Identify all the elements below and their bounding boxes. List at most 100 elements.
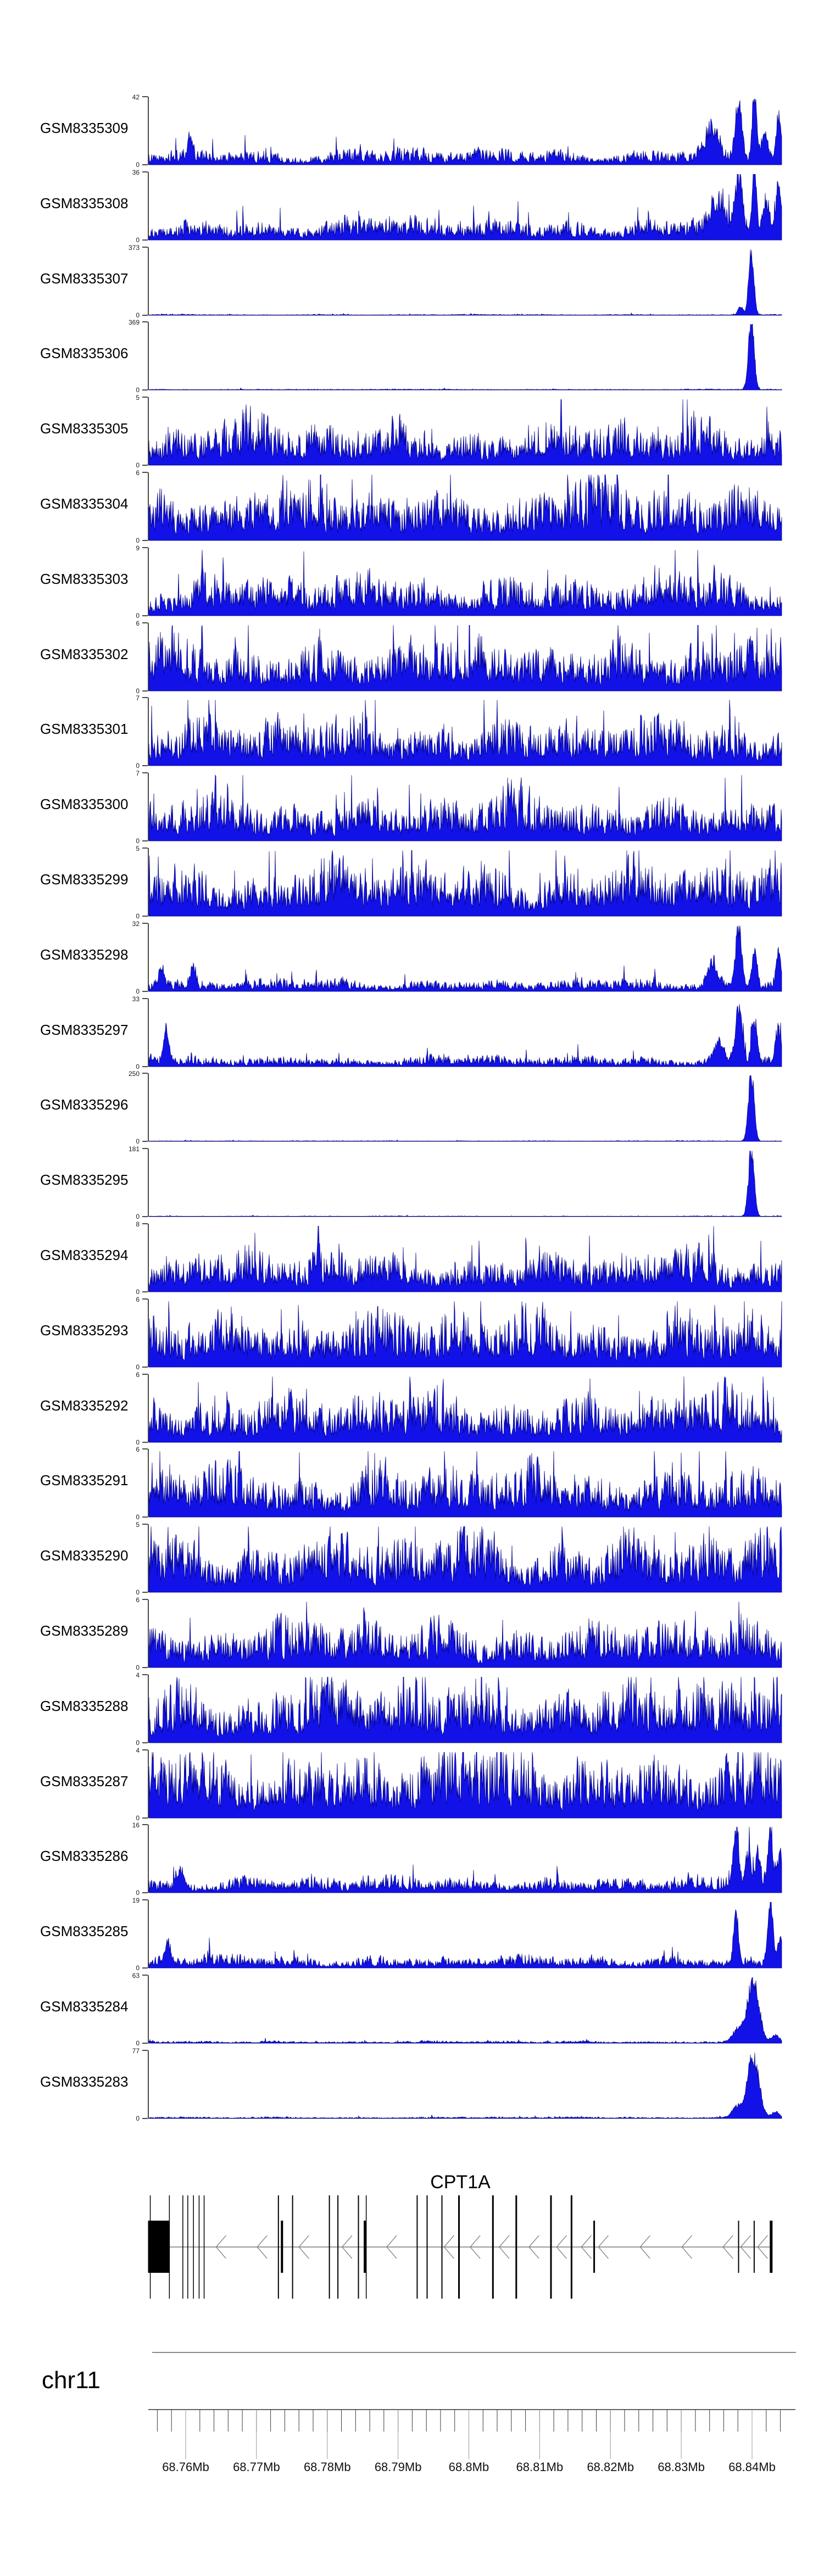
track-signal-area <box>148 174 782 241</box>
track-label: GSM8335294 <box>40 1247 129 1263</box>
axis-tick-label: 68.83Mb <box>658 2460 705 2474</box>
gene-exon <box>337 2195 339 2299</box>
track-label: GSM8335297 <box>40 1022 129 1038</box>
track-label: GSM8335291 <box>40 1472 129 1488</box>
track-ymax-label: 373 <box>128 244 140 252</box>
track-yzero-label: 0 <box>136 1964 140 1972</box>
track-yaxis-line <box>148 1073 149 1141</box>
track-ymax-label: 7 <box>136 694 140 702</box>
track-signal-area <box>148 1301 782 1368</box>
gene-exon <box>550 2195 552 2299</box>
track-label: GSM8335285 <box>40 1923 129 1939</box>
track-ymax-tick <box>142 1975 148 1976</box>
track-yzero-label: 0 <box>136 2039 140 2047</box>
track-signal-area <box>148 1826 782 1893</box>
track-signal-area <box>148 700 782 766</box>
gene-exon <box>593 2221 595 2273</box>
gene-exon <box>329 2195 330 2299</box>
track-yzero-label: 0 <box>136 1363 140 1371</box>
track-label: GSM8335303 <box>40 571 129 587</box>
track-yzero-tick <box>142 916 148 917</box>
track-yzero-tick <box>142 1141 148 1142</box>
gene-exon <box>492 2195 494 2299</box>
track-yaxis-line <box>148 1524 149 1592</box>
track-signal-area <box>148 1676 782 1743</box>
track-label: GSM8335295 <box>40 1172 129 1188</box>
track-yzero-label: 0 <box>136 1213 140 1220</box>
strand-arrow-left-icon <box>740 2235 751 2259</box>
strand-arrow-left-icon <box>443 2235 454 2259</box>
track-yaxis-line <box>148 1825 149 1893</box>
track-ymax-label: 7 <box>136 770 140 777</box>
axis-tick-label: 68.79Mb <box>374 2460 422 2474</box>
track-yzero-tick <box>142 1892 148 1893</box>
gene-exon <box>198 2195 200 2299</box>
track-label: GSM8335286 <box>40 1848 129 1864</box>
track-yzero-tick <box>142 840 148 841</box>
track-ymax-tick <box>142 772 148 773</box>
track-label: GSM8335299 <box>40 871 129 888</box>
track-ymax-tick <box>142 998 148 999</box>
chromosome-label: chr11 <box>42 2367 101 2394</box>
axis-tick-label: 68.77Mb <box>233 2460 280 2474</box>
track-signal-area <box>148 850 782 917</box>
track-yzero-tick <box>142 2043 148 2044</box>
track-yzero-tick <box>142 615 148 616</box>
track-yzero-tick <box>142 164 148 165</box>
track-ymax-label: 6 <box>136 469 140 477</box>
track-yaxis-line <box>148 773 149 841</box>
strand-arrow-left-icon <box>386 2235 397 2259</box>
track-yaxis-line <box>148 1900 149 1968</box>
track-ymax-label: 42 <box>132 93 140 101</box>
track-yzero-label: 0 <box>136 837 140 845</box>
track-yzero-label: 0 <box>136 1438 140 1446</box>
track-signal-area <box>148 925 782 992</box>
track-label: GSM8335302 <box>40 646 129 662</box>
track-ymax-tick <box>142 1824 148 1825</box>
track-yzero-tick <box>142 765 148 766</box>
gene-exon <box>148 2221 170 2273</box>
track-ymax-tick <box>142 1148 148 1149</box>
track-ymax-label: 36 <box>132 169 140 176</box>
track-ymax-tick <box>142 1599 148 1600</box>
track-signal-area <box>148 1150 782 1217</box>
strand-arrow-left-icon <box>298 2235 309 2259</box>
track-yzero-label: 0 <box>136 461 140 469</box>
gene-exon <box>182 2195 183 2299</box>
track-label: GSM8335309 <box>40 120 129 136</box>
track-yzero-label: 0 <box>136 1739 140 1747</box>
track-yzero-tick <box>142 389 148 391</box>
track-yzero-tick <box>142 1967 148 1969</box>
track-ymax-label: 4 <box>136 1671 140 1679</box>
track-yzero-tick <box>142 540 148 541</box>
track-label: GSM8335288 <box>40 1698 129 1714</box>
track-signal-area <box>148 249 782 316</box>
track-label: GSM8335306 <box>40 345 129 361</box>
track-yzero-tick <box>142 1066 148 1067</box>
gene-exon <box>281 2221 283 2273</box>
track-ymax-label: 33 <box>132 995 140 1003</box>
track-yzero-tick <box>142 1291 148 1292</box>
axis-tick-label: 68.76Mb <box>162 2460 209 2474</box>
track-ymax-tick <box>142 1899 148 1900</box>
track-yzero-tick <box>142 690 148 692</box>
track-ymax-tick <box>142 1674 148 1675</box>
track-yaxis-line <box>148 397 149 465</box>
track-signal-area <box>148 1602 782 1668</box>
track-signal-area <box>148 324 782 391</box>
track-yzero-tick <box>142 1516 148 1518</box>
track-yzero-label: 0 <box>136 762 140 770</box>
track-yaxis-line <box>148 1599 149 1668</box>
track-yaxis-line <box>148 1449 149 1517</box>
track-label: GSM8335292 <box>40 1397 129 1414</box>
track-yaxis-line <box>148 623 149 691</box>
track-ymax-label: 250 <box>128 1070 140 1078</box>
track-label: GSM8335284 <box>40 1998 129 2015</box>
track-signal-area <box>148 1376 782 1443</box>
track-ymax-tick <box>142 622 148 623</box>
track-ymax-label: 8 <box>136 1220 140 1228</box>
track-yaxis-line <box>148 1975 149 2043</box>
track-ymax-label: 5 <box>136 1521 140 1529</box>
track-yzero-label: 0 <box>136 1063 140 1070</box>
track-yzero-label: 0 <box>136 912 140 920</box>
